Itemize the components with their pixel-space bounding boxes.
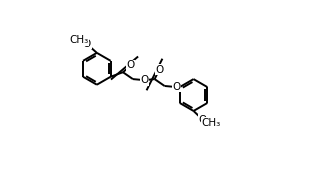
Text: O: O xyxy=(83,39,91,49)
Text: O: O xyxy=(172,82,180,92)
Text: O: O xyxy=(127,60,135,70)
Text: CH₃: CH₃ xyxy=(70,35,89,45)
Text: O: O xyxy=(141,75,149,85)
Text: CH₃: CH₃ xyxy=(201,118,220,128)
Text: O: O xyxy=(199,115,207,125)
Text: O: O xyxy=(155,65,163,75)
